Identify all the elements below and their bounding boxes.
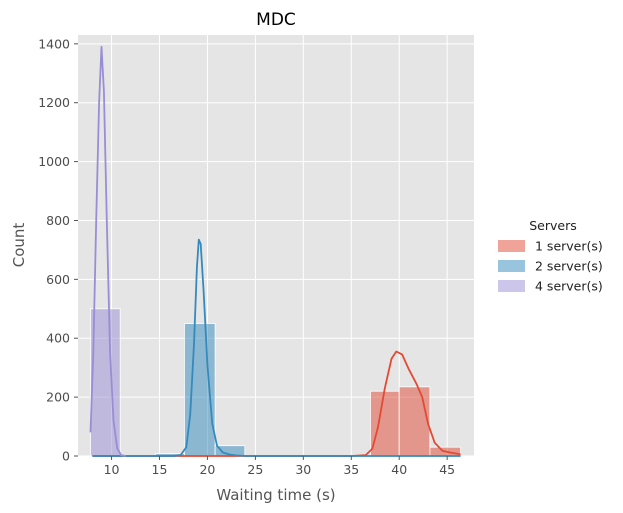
x-tick-label: 25 xyxy=(247,462,263,477)
legend-title: Servers xyxy=(529,218,577,233)
x-axis-label: Waiting time (s) xyxy=(216,486,335,504)
y-tick-label: 1200 xyxy=(38,95,70,110)
legend-swatch xyxy=(498,280,525,292)
x-tick-label: 40 xyxy=(391,462,407,477)
x-tick-label: 30 xyxy=(295,462,311,477)
y-tick-label: 0 xyxy=(62,449,70,464)
y-tick-label: 1400 xyxy=(38,36,70,51)
plot-background xyxy=(78,35,474,456)
kde-lines xyxy=(89,45,461,457)
x-tick-label: 45 xyxy=(439,462,455,477)
histogram-bar xyxy=(370,390,400,457)
chart-title: MDC xyxy=(256,10,296,30)
legend-label: 2 server(s) xyxy=(535,259,603,274)
histogram-bar xyxy=(398,386,431,457)
y-tick-label: 1000 xyxy=(38,154,70,169)
y-ticks: 0 200 400 600 800 1000 1200 1400 xyxy=(38,36,78,464)
histogram-bar xyxy=(184,323,216,457)
x-tick-label: 15 xyxy=(152,462,168,477)
legend-swatch xyxy=(498,260,525,272)
kde-line xyxy=(92,238,461,457)
legend-label: 4 server(s) xyxy=(535,279,603,294)
x-tick-label: 20 xyxy=(199,462,215,477)
y-axis-label: Count xyxy=(10,223,28,268)
x-ticks: 10 15 20 25 30 35 40 45 xyxy=(104,456,455,477)
y-tick-label: 800 xyxy=(46,213,70,228)
y-tick-label: 400 xyxy=(46,331,70,346)
legend: Servers 1 server(s) 2 server(s) 4 server(s… xyxy=(498,218,603,294)
y-tick-label: 200 xyxy=(46,390,70,405)
y-tick-label: 600 xyxy=(46,272,70,287)
kde-line xyxy=(89,45,127,457)
legend-label: 1 server(s) xyxy=(535,239,603,254)
x-tick-label: 35 xyxy=(343,462,359,477)
x-tick-label: 10 xyxy=(104,462,120,477)
legend-swatch xyxy=(498,240,525,252)
